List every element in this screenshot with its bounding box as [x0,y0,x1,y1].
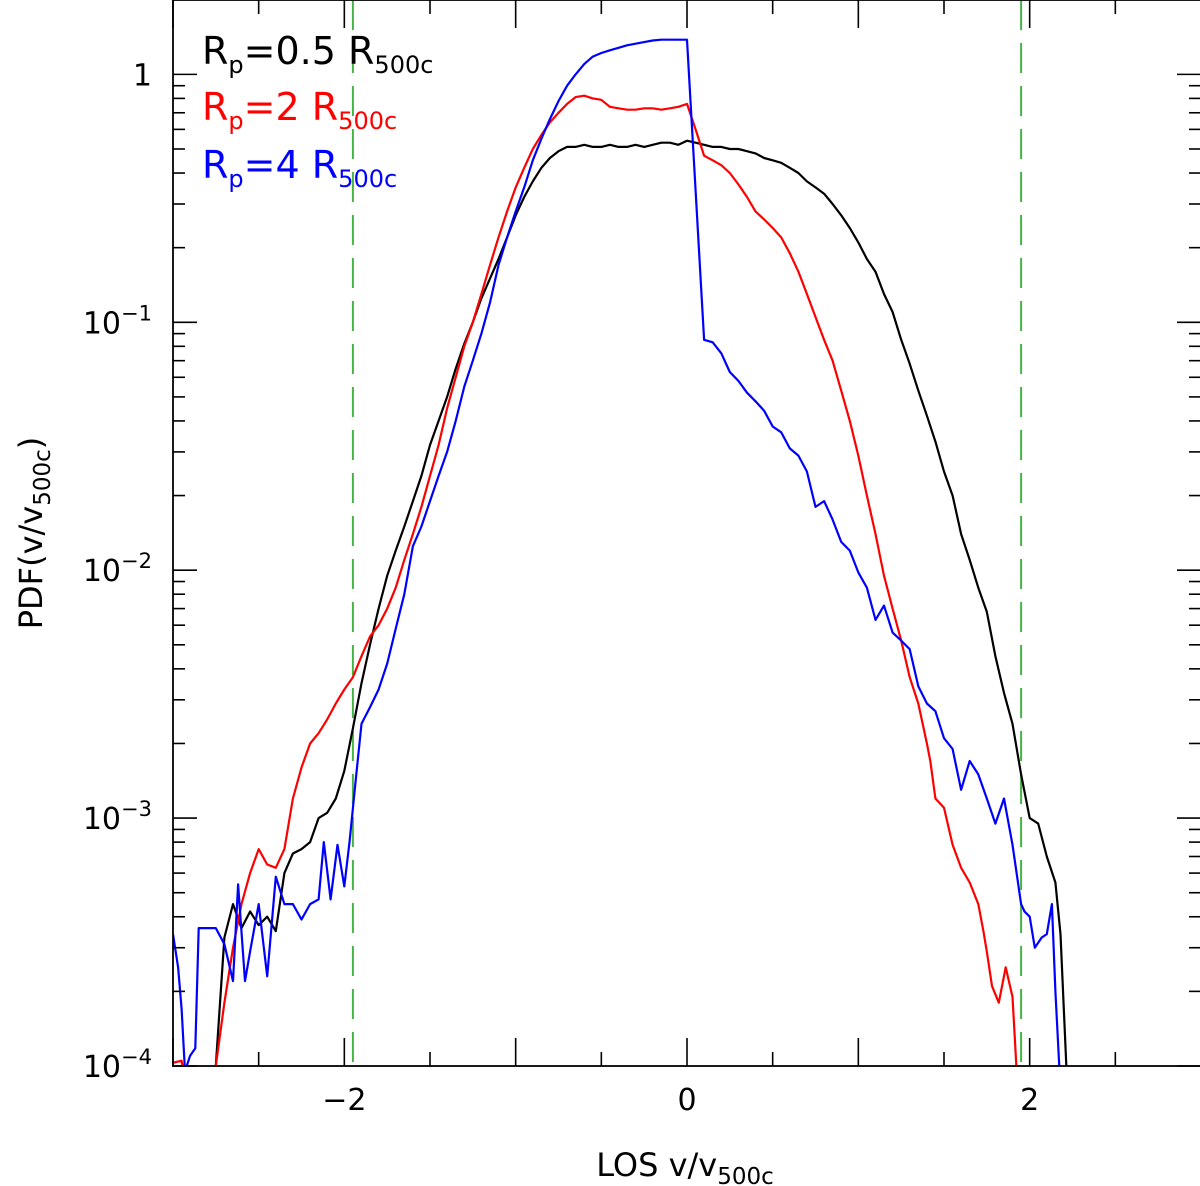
series-line-2 [173,38,1061,1066]
x-tick-label-1: 0 [677,1083,696,1118]
axis-tick-labels: −2 0 2 1 10−1 10−2 10−3 10−4 [83,58,1039,1118]
series-layer [173,38,1068,1066]
x-tick-label-0: −2 [322,1083,366,1118]
legend: Rp=0.5 R500c Rp=2 R500c Rp=4 R500c [202,29,433,193]
y-tick-label-4: 10−4 [83,1045,152,1085]
axis-ticks [172,0,1200,1067]
y-tick-label-1: 10−1 [83,301,152,341]
series-line-1 [173,94,1018,1066]
x-axis-label: LOS v/v500c [596,1146,774,1186]
y-tick-label-0: 1 [133,58,152,93]
y-tick-label-2: 10−2 [83,549,152,589]
y-axis-label-close: ) [12,437,50,449]
series-line-0 [214,139,1068,1066]
x-tick-label-2: 2 [1020,1083,1039,1118]
legend-entry-1: Rp=2 R500c [202,85,397,135]
legend-entry-2: Rp=4 R500c [202,143,397,193]
x-axis-label-sub: 500c [717,1164,774,1186]
x-axis-label-main: LOS v/v [596,1146,717,1184]
y-axis-label: PDF(v/v500c) [12,437,56,630]
y-axis-label-main: PDF(v/v [12,506,50,629]
reference-lines [351,0,1023,1066]
y-tick-label-3: 10−3 [83,797,152,837]
legend-entry-0: Rp=0.5 R500c [202,29,433,79]
y-axis-label-sub: 500c [30,449,56,506]
